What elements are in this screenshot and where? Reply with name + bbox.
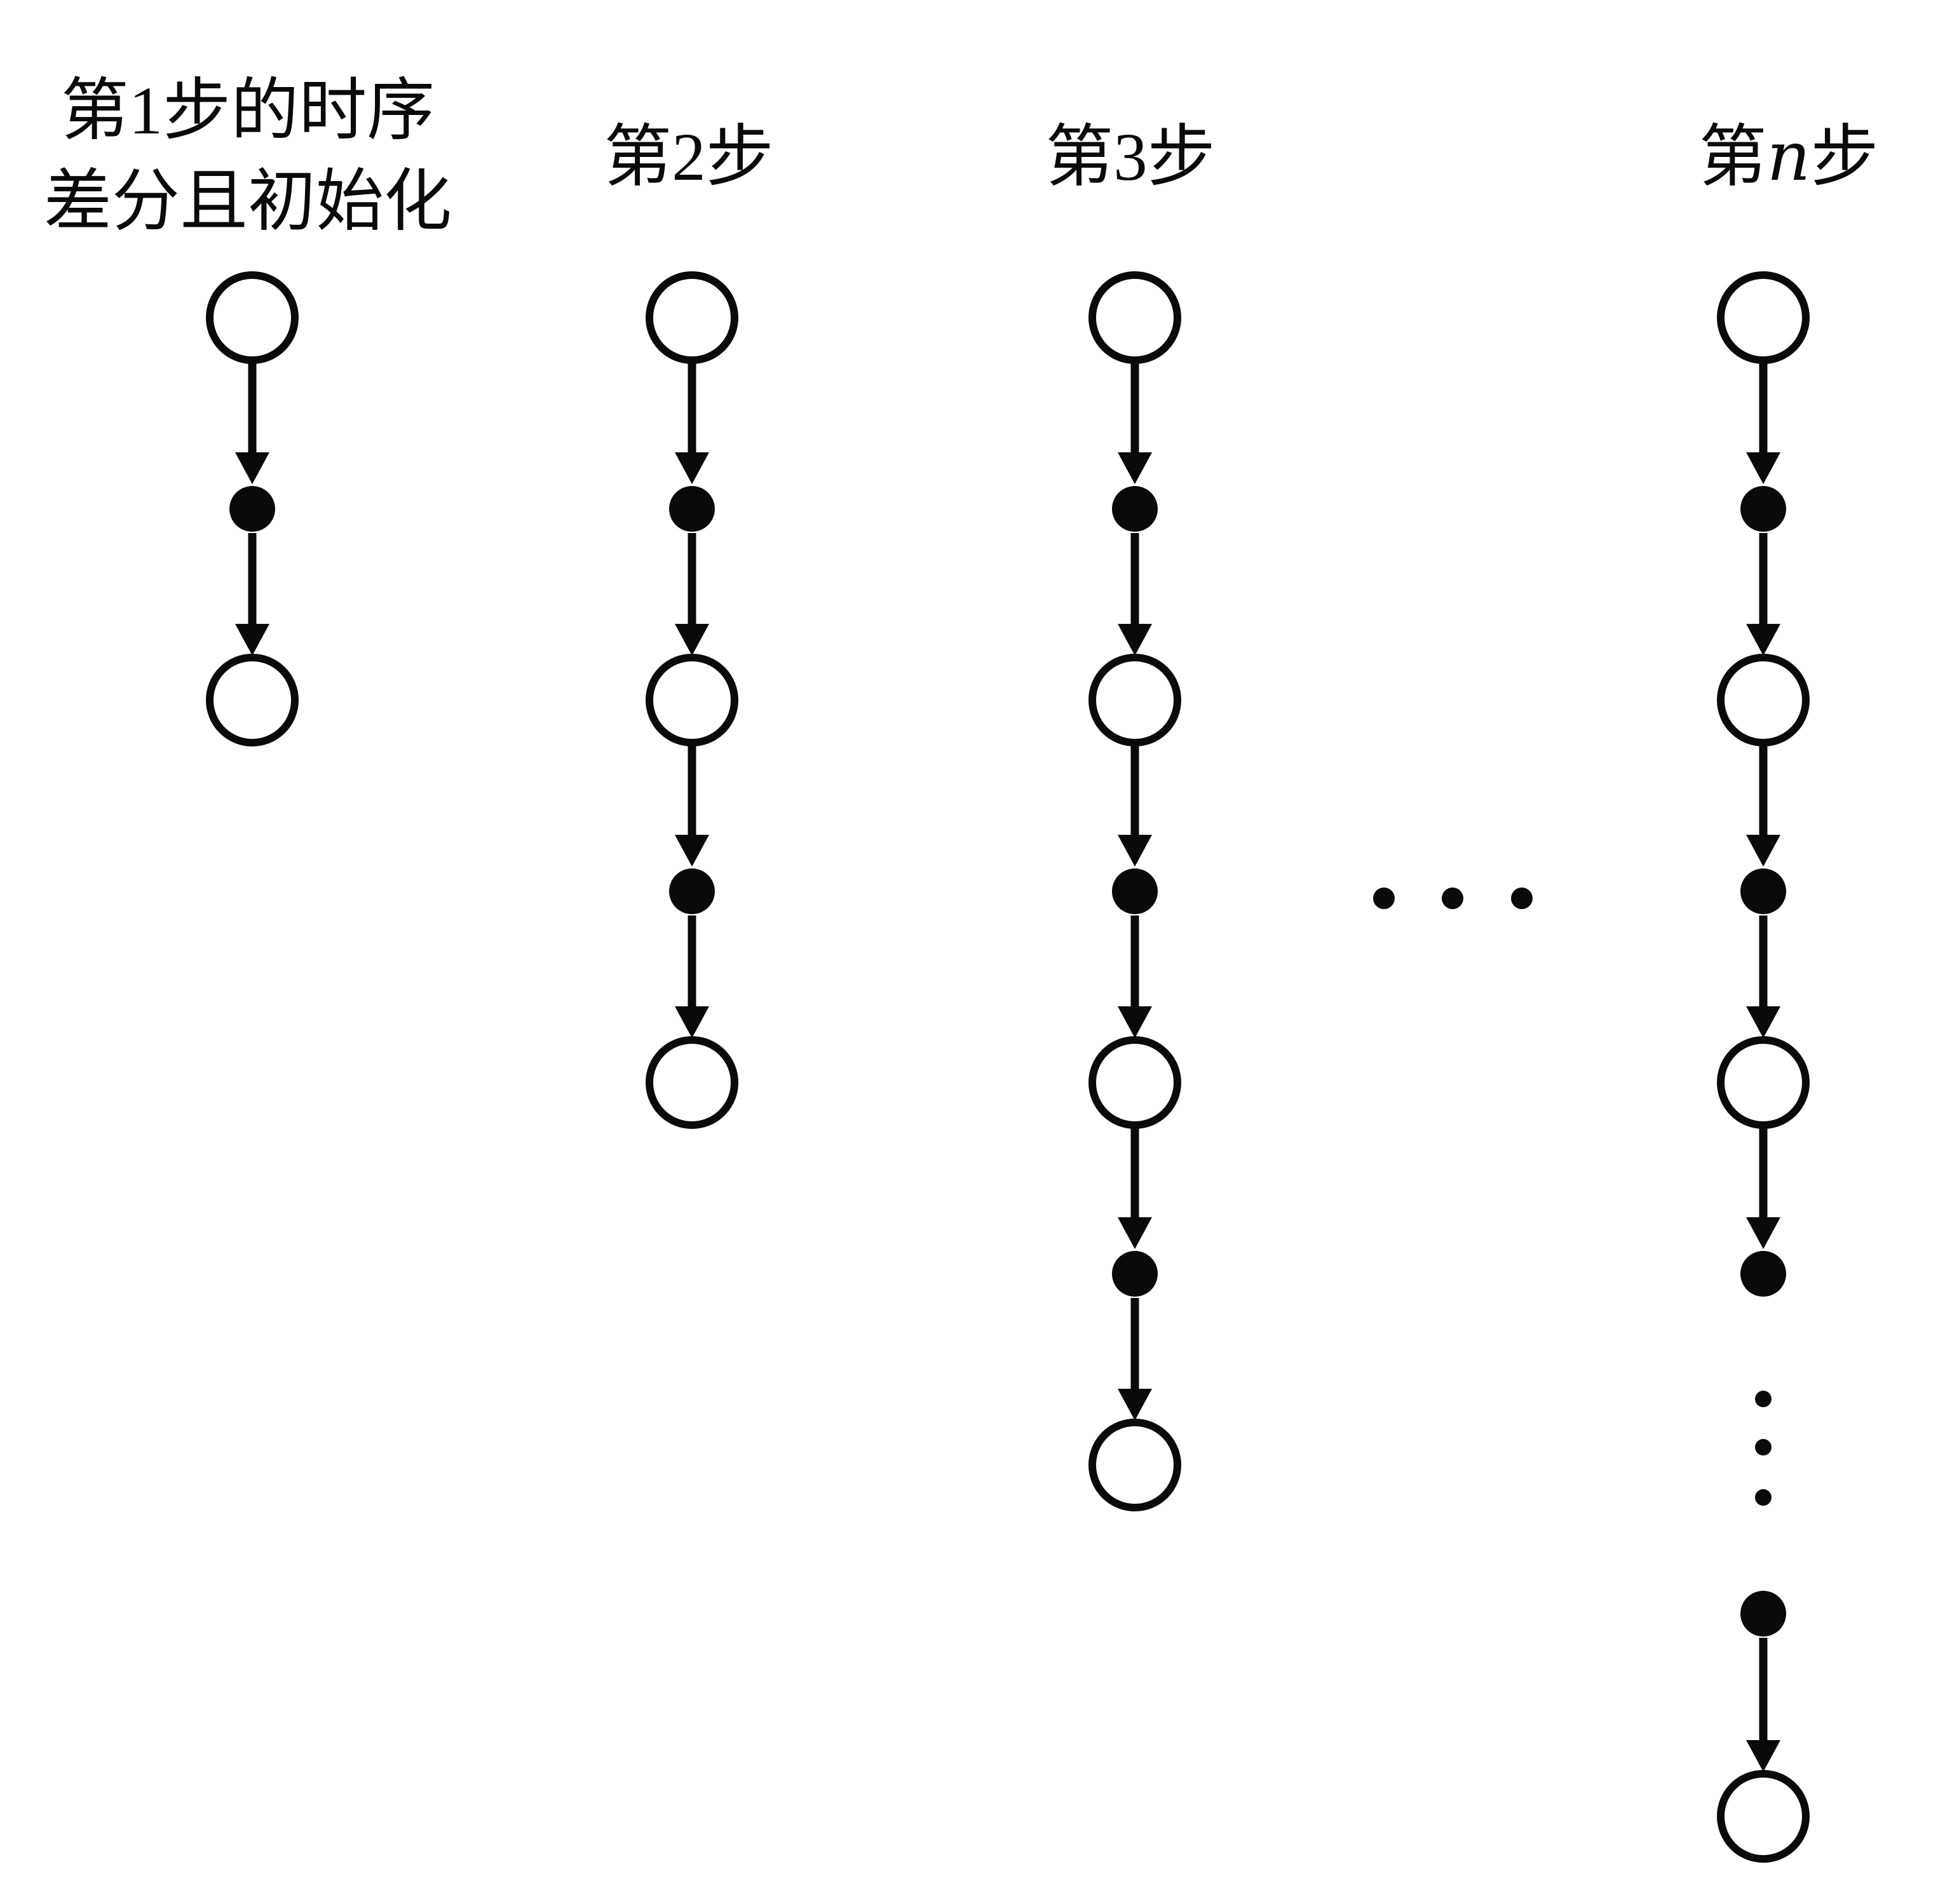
action-node-filled	[1112, 868, 1158, 914]
arrowhead-icon	[1118, 1217, 1152, 1249]
label-step-1: 第1步的时序	[61, 74, 435, 149]
step-variable-n: n	[1767, 118, 1811, 196]
arrowhead-icon	[1746, 624, 1780, 656]
state-node-open	[1717, 654, 1810, 746]
arrowhead-icon	[1118, 452, 1152, 484]
vertical-ellipsis-dot	[1755, 1391, 1772, 1407]
label-step-1: 差分且初始化	[44, 165, 452, 240]
label-text: 第3步	[1045, 120, 1216, 195]
state-node-open	[1088, 1036, 1181, 1129]
arrowhead-icon	[1746, 1217, 1780, 1249]
arrowhead-icon	[675, 452, 709, 484]
arrowhead-icon	[1746, 835, 1780, 867]
label-step-2: 第2步	[604, 120, 774, 195]
arrowhead-icon	[235, 624, 269, 656]
state-node-open	[206, 654, 299, 746]
state-node-open	[1088, 271, 1181, 364]
arrowhead-icon	[675, 1006, 709, 1038]
arrowhead-icon	[1746, 1740, 1780, 1772]
arrowhead-icon	[235, 452, 269, 484]
state-node-open	[1088, 1419, 1181, 1511]
action-node-filled	[1740, 486, 1786, 532]
action-node-filled	[1112, 1251, 1158, 1297]
action-node-filled	[1740, 1591, 1786, 1637]
vertical-ellipsis-dot	[1755, 1439, 1772, 1455]
action-node-filled	[229, 486, 275, 532]
label-text: 第1步的时序	[61, 74, 435, 149]
action-node-filled	[669, 486, 715, 532]
vertical-ellipsis-dot	[1755, 1489, 1772, 1506]
arrowhead-icon	[1118, 1389, 1152, 1421]
arrowhead-icon	[675, 624, 709, 656]
action-node-filled	[669, 868, 715, 914]
action-node-filled	[1112, 486, 1158, 532]
action-node-filled	[1740, 868, 1786, 914]
state-node-open	[646, 654, 738, 746]
arrowhead-icon	[1746, 452, 1780, 484]
label-text: 差分且初始化	[44, 165, 452, 240]
arrowhead-icon	[1118, 1006, 1152, 1038]
state-node-open	[646, 271, 738, 364]
state-node-open	[1717, 271, 1810, 364]
arrowhead-icon	[1118, 624, 1152, 656]
state-node-open	[1088, 654, 1181, 746]
label-text: 第	[1699, 120, 1767, 195]
label-step-3: 第3步	[1045, 120, 1216, 195]
state-node-open	[1717, 1036, 1810, 1129]
state-node-open	[206, 271, 299, 364]
label-step-n: 第n步	[1699, 118, 1879, 196]
state-node-open	[646, 1036, 738, 1129]
horizontal-ellipsis-dot	[1373, 888, 1395, 909]
arrowhead-icon	[1118, 835, 1152, 867]
label-text: 第2步	[604, 120, 774, 195]
action-node-filled	[1740, 1251, 1786, 1297]
arrowhead-icon	[1746, 1006, 1780, 1038]
arrowhead-icon	[675, 835, 709, 867]
horizontal-ellipsis-dot	[1511, 888, 1533, 909]
state-node-open	[1717, 1770, 1810, 1863]
horizontal-ellipsis-dot	[1442, 888, 1463, 909]
label-text: 步	[1810, 120, 1878, 195]
